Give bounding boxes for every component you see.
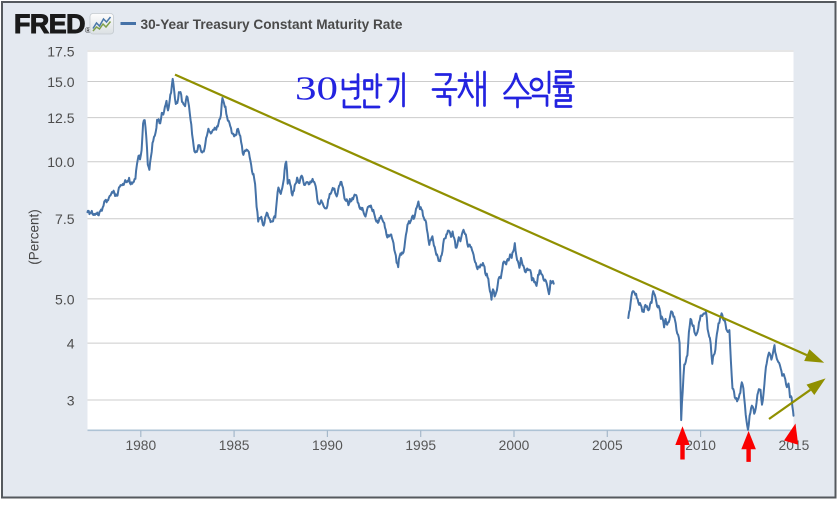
svg-text:5.0: 5.0 [55, 291, 75, 307]
svg-text:1995: 1995 [405, 438, 436, 453]
svg-text:FRED: FRED [14, 9, 85, 39]
svg-text:1985: 1985 [219, 438, 250, 453]
svg-text:®: ® [85, 26, 91, 35]
svg-text:30-Year Treasury Constant Matu: 30-Year Treasury Constant Maturity Rate [141, 17, 403, 33]
svg-text:2010: 2010 [685, 438, 716, 453]
svg-text:2005: 2005 [592, 438, 623, 453]
svg-text:17.5: 17.5 [47, 44, 74, 60]
svg-text:4: 4 [67, 336, 75, 352]
svg-text:15.0: 15.0 [47, 74, 74, 90]
svg-text:7.5: 7.5 [55, 211, 75, 227]
svg-text:(Percent): (Percent) [27, 209, 42, 265]
svg-text:1990: 1990 [312, 438, 343, 453]
svg-text:2015: 2015 [779, 438, 810, 453]
svg-text:10.0: 10.0 [47, 154, 74, 170]
svg-text:30: 30 [295, 71, 338, 108]
svg-text:2000: 2000 [499, 438, 530, 453]
svg-text:12.5: 12.5 [47, 110, 74, 126]
svg-text:1980: 1980 [125, 438, 156, 453]
svg-text:3: 3 [67, 393, 75, 409]
